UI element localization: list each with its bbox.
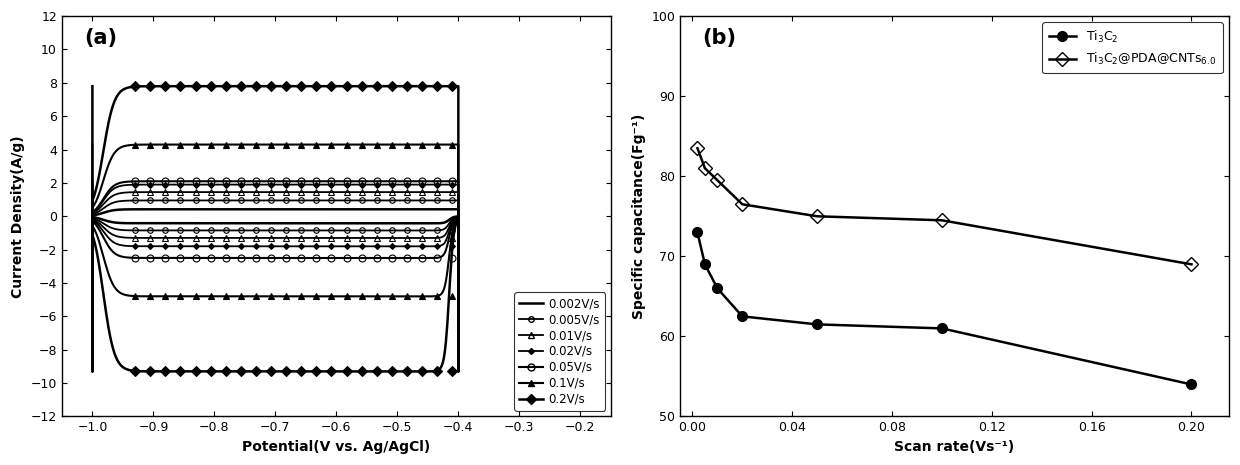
Legend: 0.002V/s, 0.005V/s, 0.01V/s, 0.02V/s, 0.05V/s, 0.1V/s, 0.2V/s: 0.002V/s, 0.005V/s, 0.01V/s, 0.02V/s, 0.… xyxy=(515,292,605,411)
X-axis label: Potential(V vs. Ag/AgCl): Potential(V vs. Ag/AgCl) xyxy=(242,440,430,454)
Text: (b): (b) xyxy=(702,28,735,48)
Y-axis label: Current Density(A/g): Current Density(A/g) xyxy=(11,135,25,298)
X-axis label: Scan rate(Vs⁻¹): Scan rate(Vs⁻¹) xyxy=(894,440,1014,454)
Y-axis label: Specific capacitance(Fg⁻¹): Specific capacitance(Fg⁻¹) xyxy=(631,113,646,319)
Text: (a): (a) xyxy=(84,28,117,48)
Legend: Ti$_3$C$_2$, Ti$_3$C$_2$@PDA@CNTs$_{6.0}$: Ti$_3$C$_2$, Ti$_3$C$_2$@PDA@CNTs$_{6.0}… xyxy=(1043,22,1223,73)
